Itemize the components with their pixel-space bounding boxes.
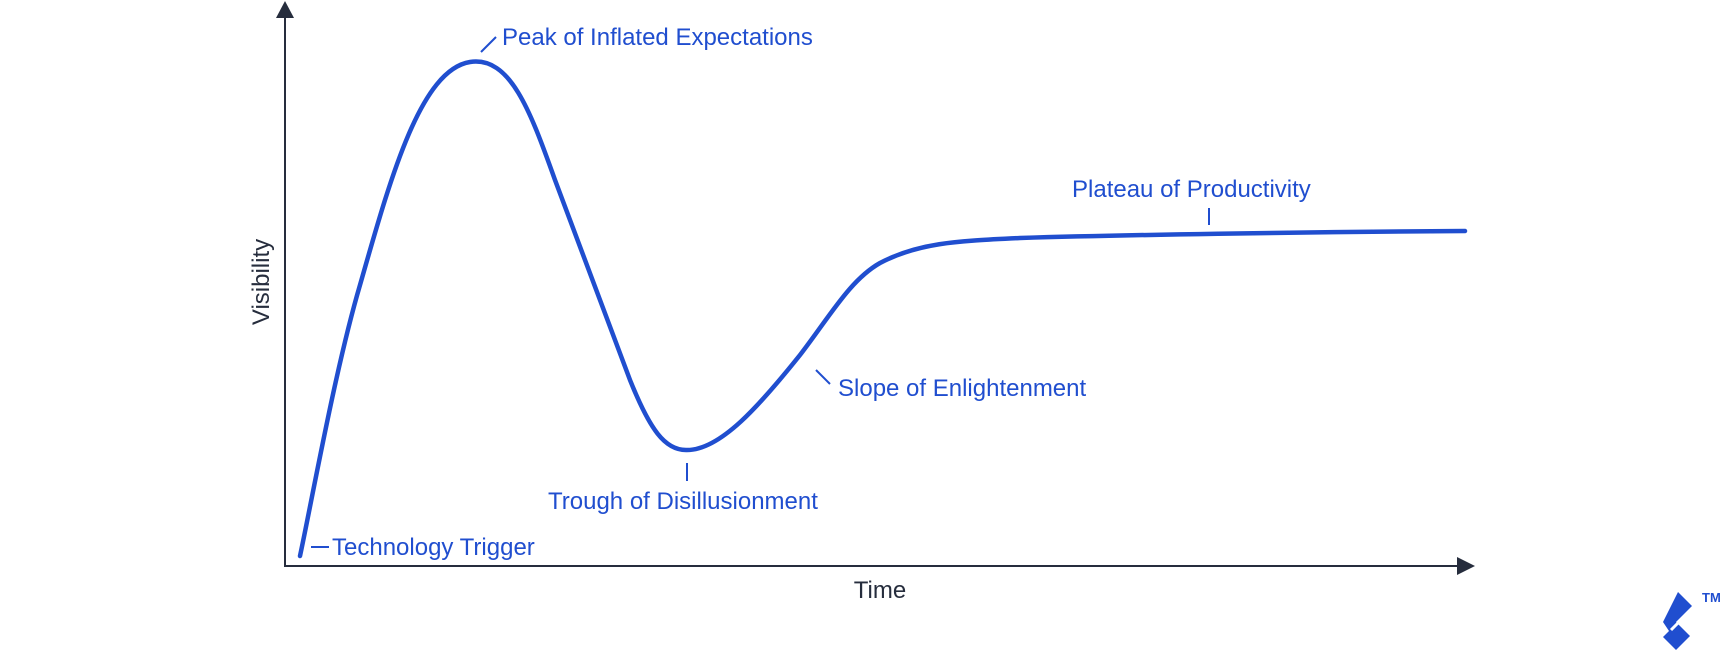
label-peak-of-inflated-expectations: Peak of Inflated Expectations xyxy=(502,24,813,51)
x-axis-label: Time xyxy=(854,577,906,604)
label-trough-of-disillusionment: Trough of Disillusionment xyxy=(548,488,818,515)
peak-tick xyxy=(480,36,497,53)
trademark-mark: TM xyxy=(1702,590,1720,605)
slope-tick xyxy=(815,369,831,385)
y-axis-arrow-icon xyxy=(276,1,294,18)
label-slope-of-enlightenment: Slope of Enlightenment xyxy=(838,375,1087,402)
hype-curve xyxy=(297,59,1468,559)
toptal-logo-icon xyxy=(1663,592,1692,650)
y-axis-label: Visibility xyxy=(248,239,275,325)
label-technology-trigger: Technology Trigger xyxy=(332,534,535,561)
label-plateau-of-productivity: Plateau of Productivity xyxy=(1072,176,1311,203)
x-axis-arrow-icon xyxy=(1457,557,1475,575)
